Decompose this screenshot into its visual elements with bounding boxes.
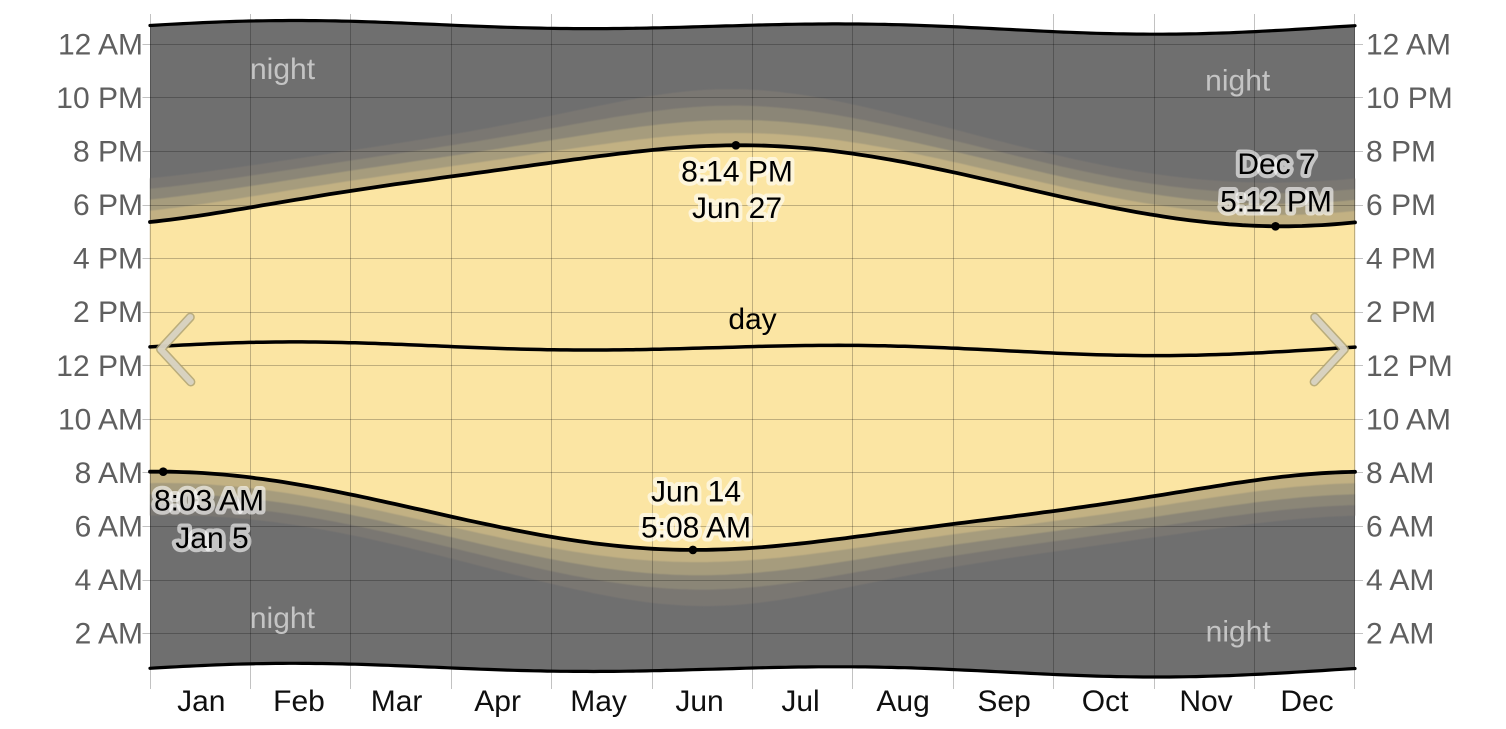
- svg-text:12 AM: 12 AM: [1366, 28, 1451, 61]
- svg-text:May: May: [570, 685, 627, 718]
- svg-text:8 PM: 8 PM: [73, 136, 143, 169]
- svg-text:day: day: [728, 303, 776, 336]
- svg-text:8:03 AM: 8:03 AM: [154, 485, 264, 518]
- svg-text:2 AM: 2 AM: [1366, 618, 1434, 651]
- svg-text:2 AM: 2 AM: [75, 618, 143, 651]
- svg-text:4 AM: 4 AM: [1366, 564, 1434, 597]
- svg-text:Jan: Jan: [177, 685, 225, 718]
- svg-text:Oct: Oct: [1082, 685, 1129, 718]
- svg-text:4 AM: 4 AM: [75, 564, 143, 597]
- svg-text:8 AM: 8 AM: [75, 457, 143, 490]
- svg-text:4 PM: 4 PM: [1366, 243, 1436, 276]
- svg-text:12 AM: 12 AM: [58, 28, 143, 61]
- svg-text:6 PM: 6 PM: [1366, 189, 1436, 222]
- svg-text:Jul: Jul: [781, 685, 819, 718]
- svg-text:Jan 5: Jan 5: [175, 522, 248, 555]
- svg-text:Dec: Dec: [1280, 685, 1333, 718]
- svg-text:night: night: [250, 602, 316, 635]
- svg-text:6 AM: 6 AM: [1366, 511, 1434, 544]
- svg-text:6 AM: 6 AM: [75, 511, 143, 544]
- svg-text:10 PM: 10 PM: [1366, 82, 1453, 115]
- svg-text:8:14 PM: 8:14 PM: [681, 156, 793, 189]
- svg-text:Jun 27: Jun 27: [692, 192, 782, 225]
- svg-text:2 PM: 2 PM: [1366, 296, 1436, 329]
- svg-text:8 AM: 8 AM: [1366, 457, 1434, 490]
- svg-text:Nov: Nov: [1179, 685, 1232, 718]
- svg-text:Apr: Apr: [474, 685, 521, 718]
- svg-text:12 PM: 12 PM: [56, 350, 143, 383]
- svg-text:10 AM: 10 AM: [1366, 403, 1451, 436]
- svg-text:Sep: Sep: [977, 685, 1030, 718]
- svg-text:4 PM: 4 PM: [73, 243, 143, 276]
- svg-text:10 PM: 10 PM: [56, 82, 143, 115]
- svg-text:12 PM: 12 PM: [1366, 350, 1453, 383]
- svg-text:5:08 AM: 5:08 AM: [641, 512, 751, 545]
- svg-text:2 PM: 2 PM: [73, 296, 143, 329]
- svg-text:Feb: Feb: [273, 685, 325, 718]
- svg-text:6 PM: 6 PM: [73, 189, 143, 222]
- svg-text:night: night: [1205, 64, 1271, 97]
- svg-text:night: night: [250, 53, 316, 86]
- svg-text:Mar: Mar: [371, 685, 423, 718]
- svg-text:Jun 14: Jun 14: [651, 476, 741, 509]
- svg-text:8 PM: 8 PM: [1366, 136, 1436, 169]
- svg-text:Dec 7: Dec 7: [1237, 148, 1315, 181]
- svg-text:Jun: Jun: [675, 685, 723, 718]
- svg-text:Aug: Aug: [876, 685, 929, 718]
- svg-text:night: night: [1206, 616, 1272, 649]
- svg-text:5:12 PM: 5:12 PM: [1220, 185, 1332, 218]
- svg-text:10 AM: 10 AM: [58, 403, 143, 436]
